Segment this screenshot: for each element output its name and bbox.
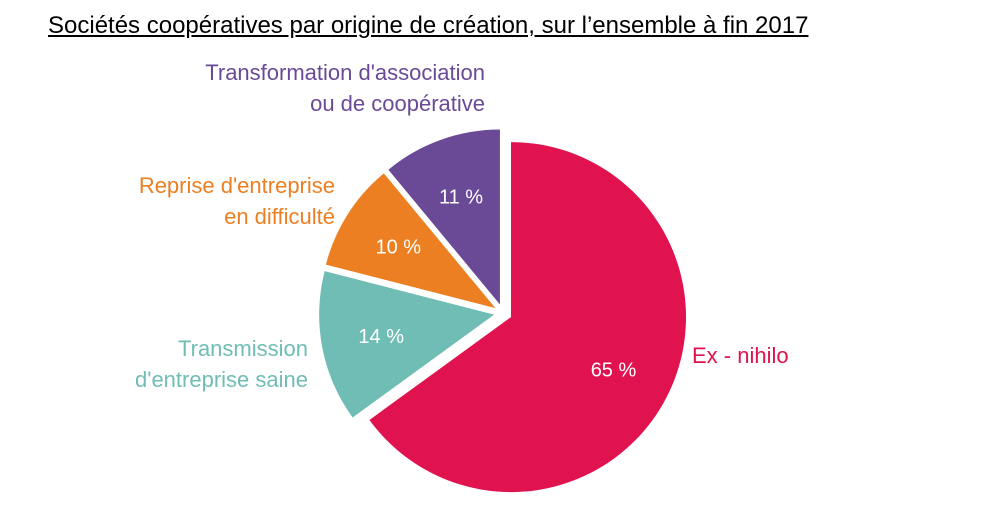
slice-category-label-line: d'entreprise saine <box>135 367 308 392</box>
slice-category-label-3: Transformation d'association ou de coopér… <box>205 60 485 116</box>
slice-category-label-line: Ex - nihilo <box>692 343 789 368</box>
pie-slice-3 <box>388 129 500 305</box>
pie-slice-2 <box>325 173 496 309</box>
chart-title: Sociétés coopératives par origine de cré… <box>48 12 809 39</box>
slice-value-label-0: 65 % <box>591 359 637 381</box>
slice-value-label-2: 10 % <box>376 237 422 259</box>
slice-category-label-line: ou de coopérative <box>310 91 485 116</box>
slice-category-label-0: Ex - nihilo <box>692 343 789 368</box>
slice-category-label-line: Transmission <box>178 336 308 361</box>
slice-category-label-line: Reprise d'entreprise <box>139 173 335 198</box>
slice-value-label-3: 11 % <box>439 186 483 208</box>
pie-slice-1 <box>319 271 495 418</box>
slice-category-label-2: Reprise d'entreprise en difficulté <box>139 173 335 229</box>
pie-slice-0 <box>369 142 687 493</box>
slice-category-label-line: Transformation d'association <box>205 60 485 85</box>
slice-value-label-1: 14 % <box>358 326 404 348</box>
slice-category-label-1: Transmission d'entreprise saine <box>135 336 308 392</box>
slice-category-label-line: en difficulté <box>224 204 335 229</box>
